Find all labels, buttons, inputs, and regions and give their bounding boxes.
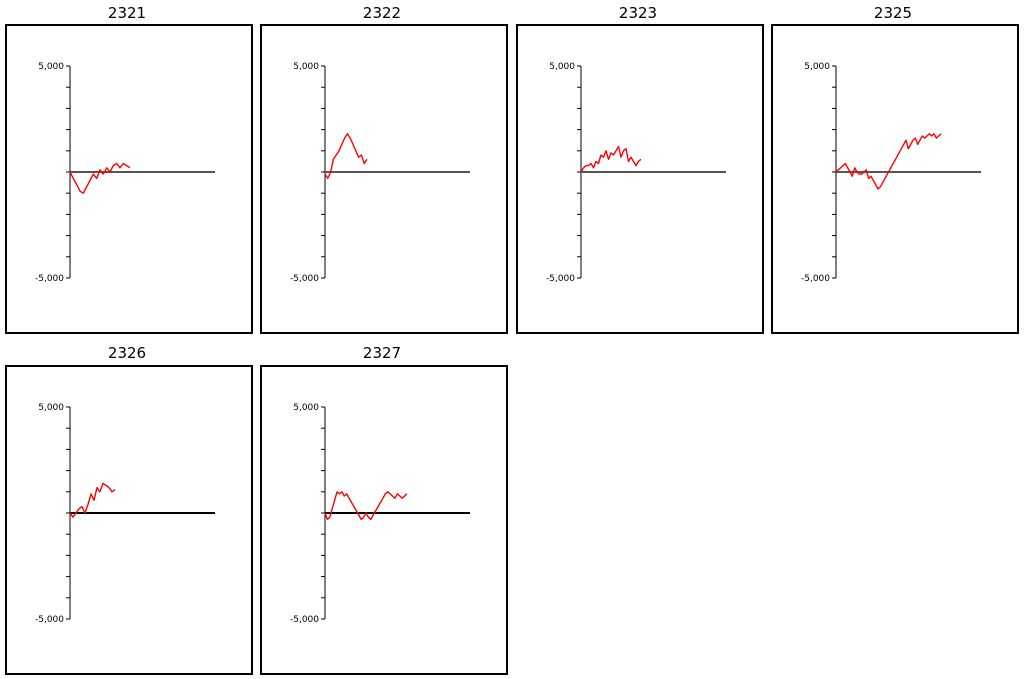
chart-panel: 5,000 -5,000 [516,24,764,334]
y-tick-label: -5,000 [35,274,64,284]
data-line [835,133,942,190]
y-tick-label: 5,000 [38,403,64,413]
chart-plot: 5,000 -5,000 [35,62,215,284]
chart-title: 2327 [362,344,402,362]
y-tick-label: -5,000 [801,274,830,284]
chart-panel: 5,000 -5,000 [5,365,253,675]
chart-title: 2323 [618,4,658,22]
y-tick-label: -5,000 [546,274,575,284]
chart-plot: 5,000 -5,000 [290,62,470,284]
chart-panel: 5,000 -5,000 [260,365,508,675]
y-tick-label: 5,000 [804,62,830,72]
chart-plot: 5,000 -5,000 [290,403,470,625]
y-tick-label: 5,000 [293,62,319,72]
data-line [324,491,408,521]
y-tick-label: 5,000 [293,403,319,413]
y-tick-label: 5,000 [549,62,575,72]
y-tick-label: 5,000 [38,62,64,72]
data-line [69,162,131,194]
y-tick-label: -5,000 [35,615,64,625]
data-line [69,482,116,518]
chart-panel: 5,000 -5,000 [260,24,508,334]
chart-plot: 5,000 -5,000 [546,62,726,284]
y-tick-label: -5,000 [290,615,319,625]
data-line [324,133,368,180]
chart-title: 2322 [362,4,402,22]
chart-plot: 5,000 -5,000 [35,403,215,625]
data-line [580,145,642,173]
chart-title: 2326 [107,344,147,362]
chart-panel: 5,000 -5,000 [771,24,1019,334]
y-tick-label: -5,000 [290,274,319,284]
chart-plot: 5,000 -5,000 [801,62,981,284]
chart-title: 2321 [107,4,147,22]
chart-panel: 5,000 -5,000 [5,24,253,334]
chart-title: 2325 [873,4,913,22]
